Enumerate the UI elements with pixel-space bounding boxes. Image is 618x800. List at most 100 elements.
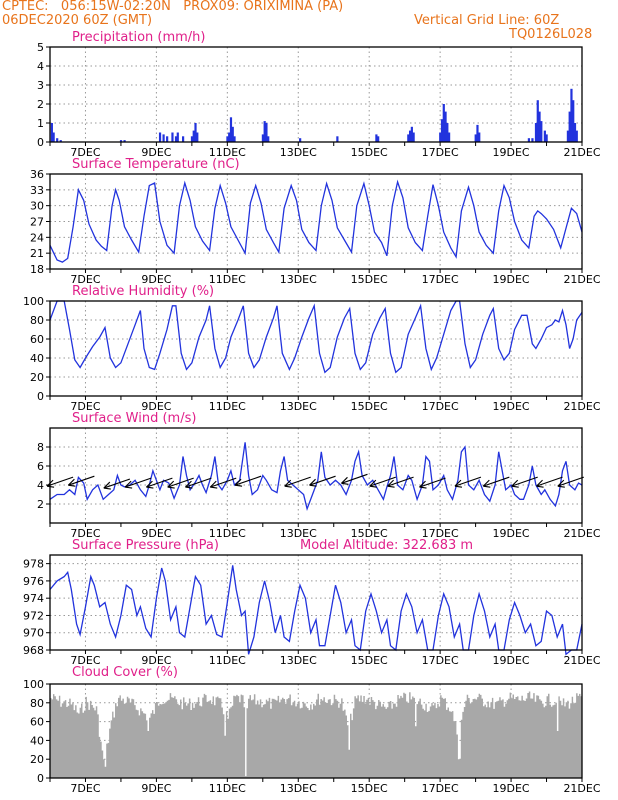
panel-title: Surface Temperature (nC) [72,157,240,172]
x-tick-label: 21DEC [563,782,600,795]
precip-bar [439,132,442,142]
plot-frame [49,46,583,143]
temp-series-line [49,179,583,263]
plot-frame [49,427,583,524]
precip-bar [474,134,477,142]
wind-vector-arrow [419,477,446,489]
wind-vector-arrow [309,475,336,487]
y-tick-label: 20 [30,371,44,384]
x-tick-label: 9DEC [141,654,171,667]
y-tick-label: 2 [37,498,44,511]
header-line1-left: CPTEC: 056:15W-02:20N PROX09: ORIXIMINA … [2,0,344,14]
y-tick-label: 80 [30,314,44,327]
wind-vector-arrow [369,476,397,488]
x-tick-label: 7DEC [70,654,100,667]
precip-bar [446,123,449,142]
x-tick-label: 11DEC [209,400,246,413]
precip-bar [267,136,270,142]
precip-bar [119,140,123,142]
precip-bar [538,111,541,142]
y-tick-label: 978 [23,558,44,571]
wind-vector-arrow [209,477,237,489]
wind-vector-arrow [341,473,368,485]
x-tick-label: 15DEC [351,273,388,286]
wind-vector-arrow [454,476,482,488]
precip-bar [572,100,575,142]
precip-bar [336,136,339,142]
precip-bar [448,132,451,142]
rh-series-line [49,300,583,374]
wind-vector-arrow [124,477,152,489]
precip-bar [410,126,413,142]
x-tick-label: 11DEC [209,146,246,159]
precip-bar [59,140,62,142]
y-tick-label: 100 [23,295,44,308]
y-tick-label: 18 [30,263,44,276]
y-tick-label: 0 [37,772,44,785]
cloud-area [50,691,582,778]
x-tick-label: 13DEC [280,782,317,795]
precip-bar [123,140,126,142]
header-line3-right: TQ0126L028 [509,27,593,42]
x-tick-label: 21DEC [563,273,600,286]
precip-bar [299,138,302,142]
y-tick-label: 972 [23,609,44,622]
precip-bar [440,119,444,142]
panel-title: Cloud Cover (%) [72,665,178,680]
panel-title: Surface Pressure (hPa) [72,538,219,553]
wind-vector-arrow [387,476,414,488]
x-tick-label: 17DEC [422,146,459,159]
y-tick-label: 2 [37,98,44,111]
y-tick-label: 36 [30,168,44,181]
model-altitude-label: Model Altitude: 322.683 m [300,538,473,553]
precip-bar [534,123,538,142]
x-tick-label: 11DEC [209,527,246,540]
y-tick-label: 60 [30,716,44,729]
precip-bar [444,111,447,142]
y-tick-label: 970 [23,627,44,640]
precip-bar [566,130,570,142]
wind-vector-arrow [536,476,563,488]
x-tick-label: 9DEC [141,146,171,159]
x-tick-label: 7DEC [70,400,100,413]
plot-frame [49,173,583,270]
y-tick-label: 974 [23,592,44,605]
x-tick-label: 7DEC [70,273,100,286]
plot-frame [49,683,583,779]
y-tick-label: 968 [23,644,44,657]
precip-bar [171,132,174,142]
y-tick-label: 4 [37,479,44,492]
precip-bar [408,130,412,142]
precip-bar [50,123,53,142]
x-tick-label: 9DEC [141,782,171,795]
wind-vector-arrow [167,477,194,489]
x-tick-label: 13DEC [280,654,317,667]
x-tick-label: 15DEC [351,400,388,413]
wind-vector-arrow [511,476,538,488]
panel-title: Precipitation (mm/h) [72,30,205,45]
y-tick-label: 3 [37,79,44,92]
precip-bar [265,123,268,142]
x-tick-label: 17DEC [422,654,459,667]
precip-bar [442,104,445,142]
y-tick-label: 8 [37,441,44,454]
precip-bar [261,134,264,142]
x-tick-label: 19DEC [493,654,530,667]
precip-bar [573,123,577,142]
x-tick-label: 19DEC [493,527,530,540]
precip-bar [527,138,530,142]
precip-bar [231,126,234,142]
x-tick-label: 21DEC [563,400,600,413]
x-tick-label: 15DEC [351,146,388,159]
wind-vector-arrow [284,476,311,488]
wind-vector-arrow [146,477,173,489]
precip-bar [545,134,548,142]
wind-vector-arrow [103,478,131,490]
x-tick-label: 17DEC [422,782,459,795]
precip-bar [536,100,539,142]
precip-bar [192,130,195,142]
y-tick-label: 40 [30,352,44,365]
x-tick-label: 11DEC [209,273,246,286]
x-tick-label: 15DEC [351,527,388,540]
